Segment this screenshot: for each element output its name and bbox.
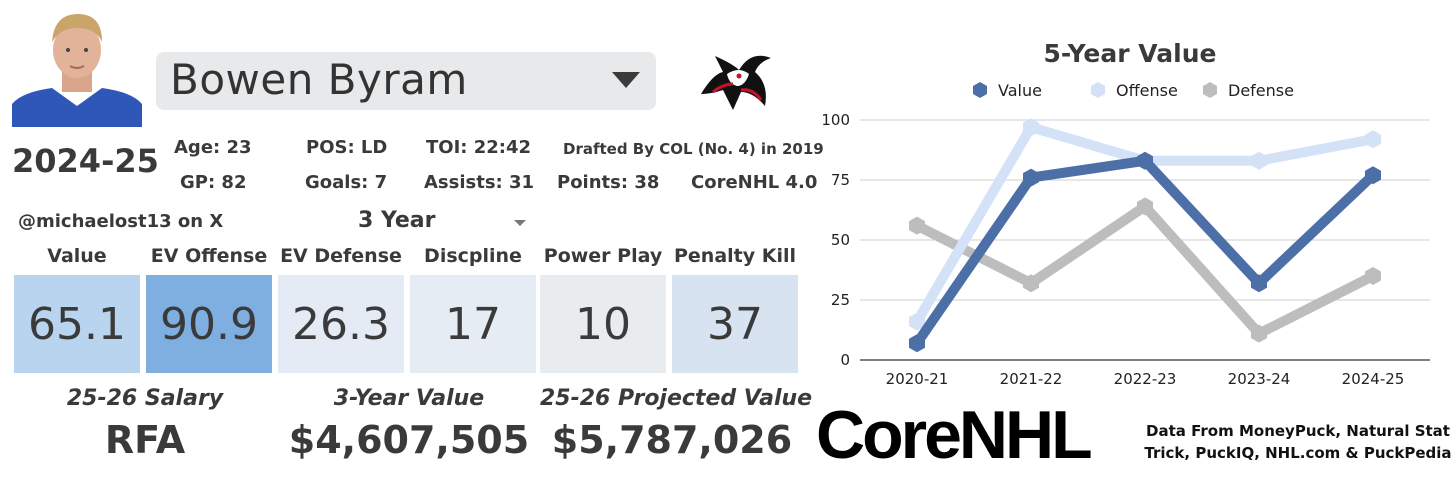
chevron-down-icon [612, 72, 640, 88]
chart-title: 5-Year Value [1044, 39, 1217, 68]
legend-marker [973, 82, 987, 98]
y-tick-label: 0 [840, 351, 850, 369]
data-point-defense [1365, 267, 1381, 285]
data-point-value [1251, 274, 1267, 293]
data-point-defense [1251, 324, 1267, 343]
x-axis-ticks: 2020-21 2021-22 2022-23 2023-24 2024-25 [886, 370, 1405, 388]
three-year-value-label: 3-Year Value [333, 386, 485, 411]
season-label: 2024-25 [12, 142, 159, 180]
points-stat: Points: 38 [557, 172, 660, 193]
category-label-power-play: Power Play [543, 245, 663, 267]
projected-value-label: 25-26 Projected Value [540, 386, 813, 411]
category-label-ev-offense: EV Offense [150, 245, 268, 267]
x-tick-label: 2024-25 [1342, 370, 1405, 388]
y-tick-label: 100 [821, 111, 850, 129]
legend-label: Offense [1116, 81, 1178, 100]
category-box-ev-offense: 90.9 [146, 275, 272, 373]
category-label-ev-defense: EV Defense [280, 245, 402, 267]
category-label-penalty-kill: Penalty Kill [673, 245, 796, 267]
chart-legend: Value Offense Defense [973, 81, 1294, 100]
data-point-value [1365, 166, 1381, 185]
data-point-offense [1023, 118, 1039, 137]
y-tick-label: 75 [831, 171, 850, 189]
chevron-down-icon [514, 220, 526, 226]
data-point-defense [909, 216, 925, 235]
category-box-power-play: 10 [540, 275, 666, 373]
chart-series [909, 118, 1381, 353]
data-point-defense [1137, 197, 1153, 216]
data-point-value [1137, 151, 1153, 170]
five-year-value-chart: 5-Year Value Value Offense Defense 0 25 50 75… [821, 39, 1430, 388]
player-name: Bowen Byram [170, 55, 468, 104]
y-tick-label: 25 [831, 291, 850, 309]
y-tick-label: 50 [831, 231, 850, 249]
series-line-defense [912, 201, 1378, 339]
legend-label: Value [998, 81, 1042, 100]
toi-stat: TOI: 22:42 [426, 137, 532, 158]
corenhl-version: CoreNHL 4.0 [691, 172, 818, 193]
brand-logo: CoreNHL [816, 397, 1093, 473]
three-year-value: $4,607,505 [288, 418, 530, 462]
data-point-defense [1023, 274, 1039, 293]
projected-value: $5,787,026 [551, 418, 793, 462]
category-label-discipline: Discpline [424, 245, 522, 267]
salary-value: RFA [104, 418, 186, 462]
category-box-penalty-kill: 37 [672, 275, 798, 373]
x-tick-label: 2022-23 [1114, 370, 1177, 388]
age-stat: Age: 23 [174, 137, 252, 158]
year-range-select[interactable]: 3 Year [358, 208, 528, 236]
x-tick-label: 2021-22 [1000, 370, 1063, 388]
category-box-value: 65.1 [14, 275, 140, 373]
goals-stat: Goals: 7 [305, 172, 388, 193]
data-point-offense [909, 312, 925, 331]
category-box-ev-defense: 26.3 [278, 275, 404, 373]
salary-label: 25-26 Salary [66, 386, 224, 411]
legend-marker [1091, 82, 1105, 98]
data-point-offense [1251, 151, 1267, 170]
legend-label: Defense [1228, 81, 1294, 100]
data-point-offense [1365, 130, 1381, 149]
x-tick-label: 2023-24 [1228, 370, 1291, 388]
data-credits: Data From MoneyPuck, Natural Stat Trick,… [1144, 422, 1452, 462]
category-label-value: Value [47, 245, 107, 267]
player-select[interactable]: Bowen Byram [156, 52, 656, 110]
legend-marker [1203, 82, 1217, 98]
author-handle: @michaelost13 on X [18, 211, 224, 232]
data-point-value [909, 334, 925, 353]
position-stat: POS: LD [306, 137, 388, 158]
year-range-value: 3 Year [358, 208, 436, 233]
games-played-stat: GP: 82 [180, 172, 247, 193]
team-logo [693, 44, 777, 116]
assists-stat: Assists: 31 [424, 172, 535, 193]
player-photo [12, 6, 142, 127]
category-box-discipline: 17 [410, 275, 536, 373]
data-point-value [1023, 168, 1039, 187]
x-tick-label: 2020-21 [886, 370, 949, 388]
y-axis-ticks: 0 25 50 75 100 [821, 111, 850, 369]
drafted-stat: Drafted By COL (No. 4) in 2019 [563, 140, 824, 158]
